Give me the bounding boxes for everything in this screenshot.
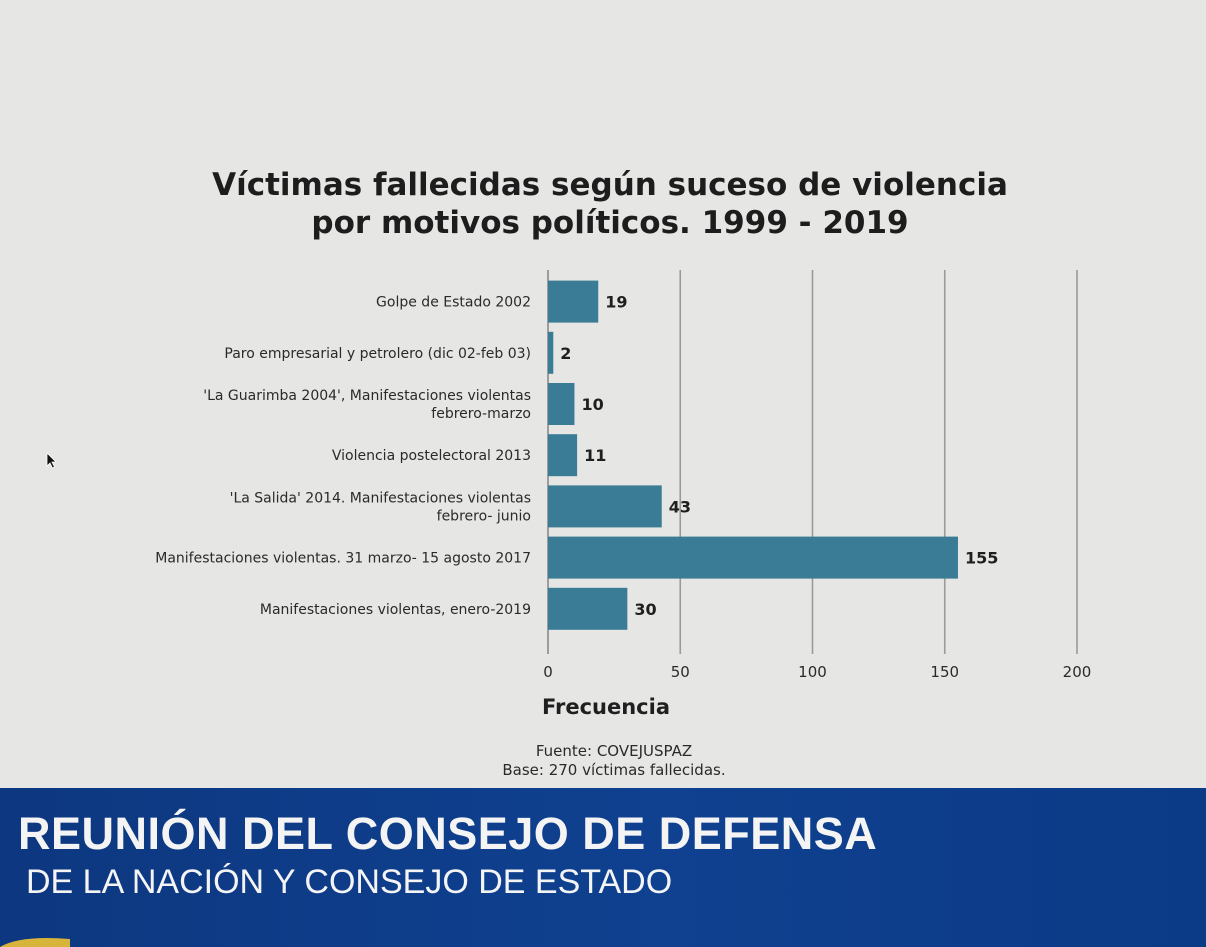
data-label-5: 155 (965, 549, 998, 568)
data-label-2: 10 (581, 395, 603, 414)
chart-area: Víctimas fallecidas según suceso de viol… (0, 166, 1206, 780)
chart-title: Víctimas fallecidas según suceso de viol… (0, 166, 1206, 242)
news-banner: REUNIÓN DEL CONSEJO DE DEFENSA DE LA NAC… (0, 788, 1206, 947)
bar-0 (548, 280, 599, 323)
data-label-4: 43 (669, 497, 691, 516)
chart-title-line-1: Víctimas fallecidas según suceso de viol… (212, 167, 1008, 203)
bar-3 (548, 434, 578, 477)
banner-accent-decoration (0, 938, 70, 947)
banner-headline: REUNIÓN DEL CONSEJO DE DEFENSA (18, 808, 878, 859)
chart-source: Fuente: COVEJUSPAZ Base: 270 víctimas fa… (0, 742, 1206, 780)
category-label-4-line-1: febrero- junio (437, 508, 531, 524)
data-label-0: 19 (605, 293, 627, 312)
category-label-2-line-0: 'La Guarimba 2004', Manifestaciones viol… (203, 388, 531, 404)
x-tick-label-200: 200 (1063, 663, 1092, 681)
category-label-0: Golpe de Estado 2002 (376, 295, 531, 311)
bar-6 (548, 587, 628, 630)
source-line-1: Fuente: COVEJUSPAZ (535, 742, 693, 760)
bar-2 (548, 383, 575, 425)
x-tick-label-50: 50 (671, 663, 690, 681)
bar-chart: 19 Golpe de Estado 2002 2 Paro empresarial … (155, 270, 1092, 719)
bar-5 (548, 536, 958, 579)
category-label-5: Manifestaciones violentas. 31 marzo- 15 … (155, 551, 531, 567)
x-axis-title: Frecuencia (542, 695, 670, 719)
category-label-1: Paro empresarial y petrolero (dic 02-feb… (224, 346, 531, 362)
bar-1 (548, 331, 554, 374)
banner-subheadline: DE LA NACIÓN Y CONSEJO DE ESTADO (26, 863, 673, 901)
mouse-pointer-icon (46, 452, 57, 469)
chart-title-line-2: por motivos políticos. 1999 - 2019 (311, 205, 909, 241)
x-tick-label-0: 0 (543, 663, 553, 681)
data-label-1: 2 (560, 344, 571, 363)
data-label-3: 11 (584, 446, 606, 465)
category-label-4-line-0: 'La Salida' 2014. Manifestaciones violen… (230, 490, 531, 506)
x-tick-label-150: 150 (930, 663, 959, 681)
bar-4 (548, 485, 662, 528)
source-line-2: Base: 270 víctimas fallecidas. (502, 761, 726, 779)
category-label-2-line-1: febrero-marzo (431, 406, 531, 422)
data-label-6: 30 (634, 600, 656, 619)
category-label-6: Manifestaciones violentas, enero-2019 (260, 602, 531, 618)
category-label-3: Violencia postelectoral 2013 (332, 448, 531, 464)
x-tick-label-100: 100 (798, 663, 827, 681)
